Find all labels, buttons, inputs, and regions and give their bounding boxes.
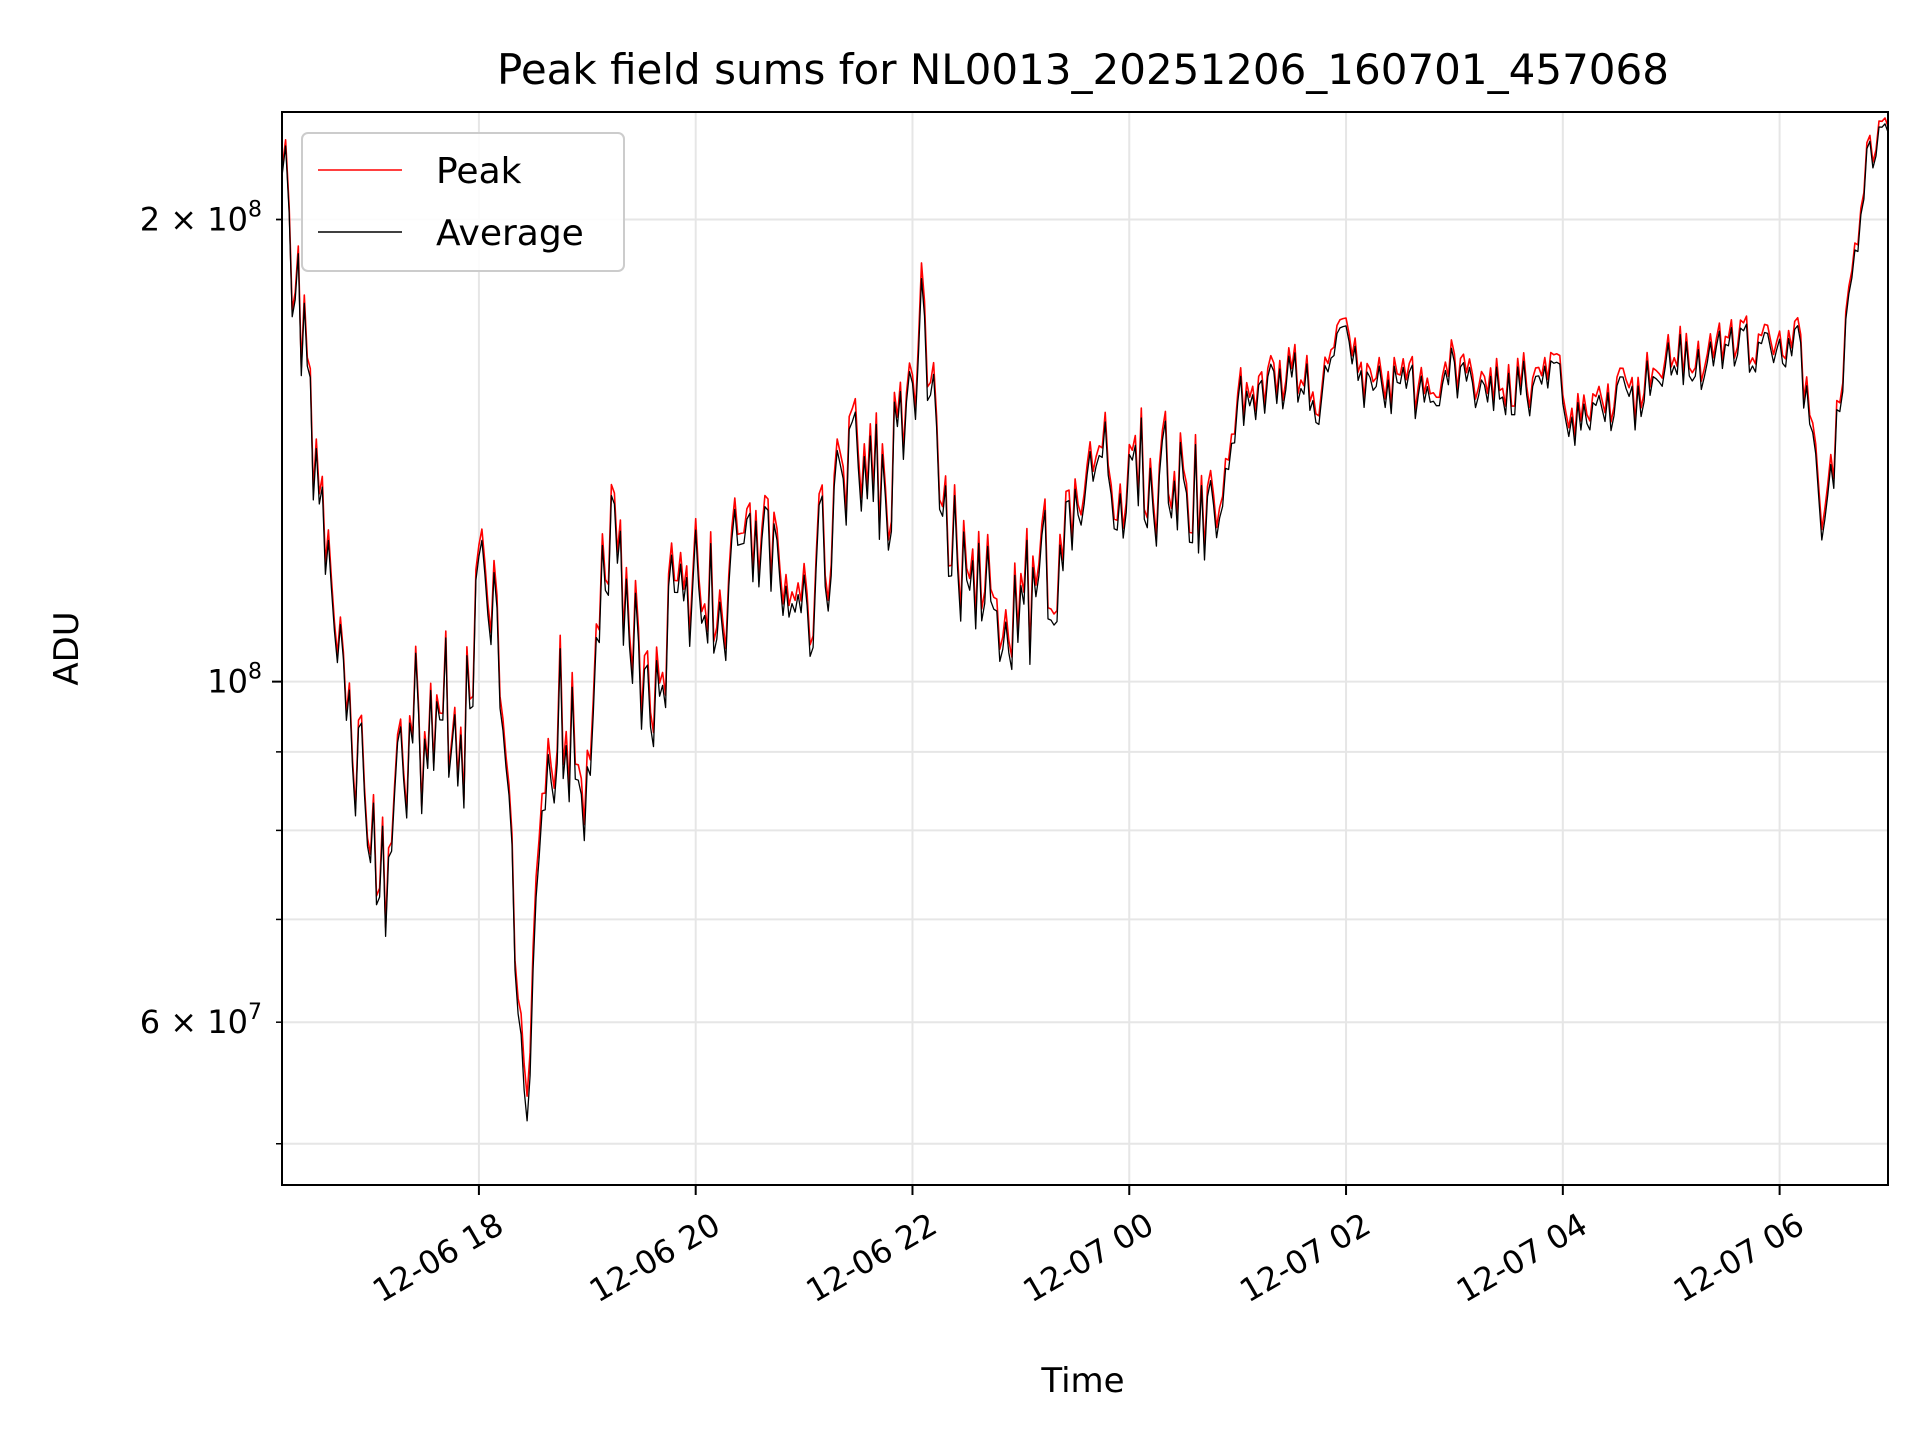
legend-box [301, 132, 625, 272]
y-tick-label: 108 [207, 660, 262, 701]
x-tick-label: 12-07 00 [1016, 1205, 1160, 1310]
x-axis-ticks: 12-06 18 12-06 20 12-06 22 12-07 00 12-07 02… [366, 1185, 1810, 1310]
y-axis-ticks: 6 × 107 108 2 × 108 [140, 198, 282, 1145]
x-tick-label: 12-06 20 [583, 1205, 727, 1310]
series-line-peak [281, 117, 1889, 1097]
y-tick-label: 2 × 108 [140, 198, 262, 239]
legend: Peak Average [301, 132, 625, 272]
y-tick-label: 6 × 107 [140, 1000, 262, 1041]
y-axis-title: ADU [47, 611, 87, 685]
chart-title: Peak field sums for NL0013_20251206_1607… [497, 45, 1669, 94]
x-tick-label: 12-06 22 [800, 1205, 944, 1310]
legend-label: Average [436, 213, 584, 254]
x-axis-title: Time [1040, 1361, 1124, 1401]
plot-series [281, 117, 1889, 1122]
plot-area-frame [281, 111, 1889, 1186]
x-tick-label: 12-06 18 [366, 1205, 510, 1310]
series-line-average [281, 123, 1889, 1122]
grid-lines [282, 112, 1888, 1185]
legend-label: Peak [436, 151, 522, 192]
x-tick-label: 12-07 04 [1450, 1205, 1594, 1310]
x-tick-label: 12-07 02 [1233, 1205, 1377, 1310]
x-tick-label: 12-07 06 [1667, 1205, 1811, 1310]
